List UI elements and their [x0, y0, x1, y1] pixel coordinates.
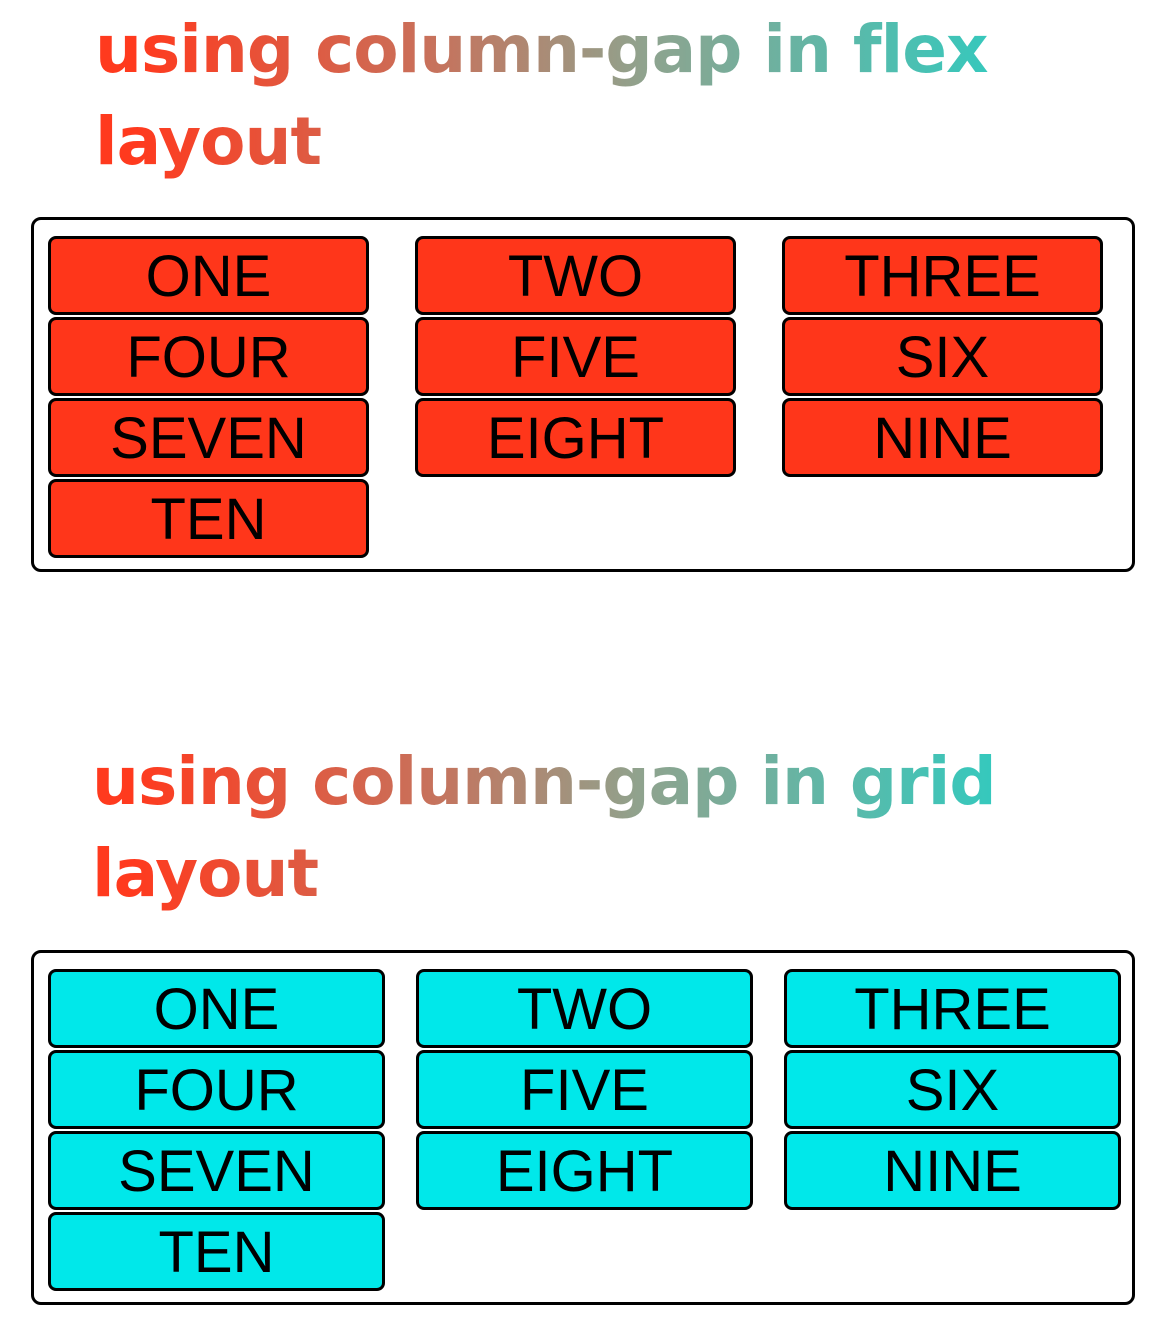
grid-item-ten: TEN: [48, 1212, 385, 1291]
grid-item-eight: EIGHT: [416, 1131, 753, 1210]
flex-item-nine: NINE: [782, 398, 1103, 477]
flex-item-six: SIX: [782, 317, 1103, 396]
flex-section-title: using column-gap in flex layout: [95, 4, 1095, 188]
grid-item-five: FIVE: [416, 1050, 753, 1129]
grid-item-four: FOUR: [48, 1050, 385, 1129]
grid-container: ONE TWO THREE FOUR FIVE SIX SEVEN EIGHT …: [31, 950, 1135, 1305]
grid-item-nine: NINE: [784, 1131, 1121, 1210]
flex-item-five: FIVE: [415, 317, 736, 396]
flex-item-one: ONE: [48, 236, 369, 315]
grid-section-title: using column-gap in grid layout: [92, 736, 1092, 920]
flex-item-four: FOUR: [48, 317, 369, 396]
grid-item-seven: SEVEN: [48, 1131, 385, 1210]
flex-container: ONE TWO THREE FOUR FIVE SIX SEVEN EIGHT …: [31, 217, 1135, 572]
grid-item-three: THREE: [784, 969, 1121, 1048]
flex-item-ten: TEN: [48, 479, 369, 558]
grid-item-six: SIX: [784, 1050, 1121, 1129]
grid-item-one: ONE: [48, 969, 385, 1048]
flex-item-two: TWO: [415, 236, 736, 315]
flex-item-seven: SEVEN: [48, 398, 369, 477]
flex-item-eight: EIGHT: [415, 398, 736, 477]
grid-item-two: TWO: [416, 969, 753, 1048]
flex-item-three: THREE: [782, 236, 1103, 315]
